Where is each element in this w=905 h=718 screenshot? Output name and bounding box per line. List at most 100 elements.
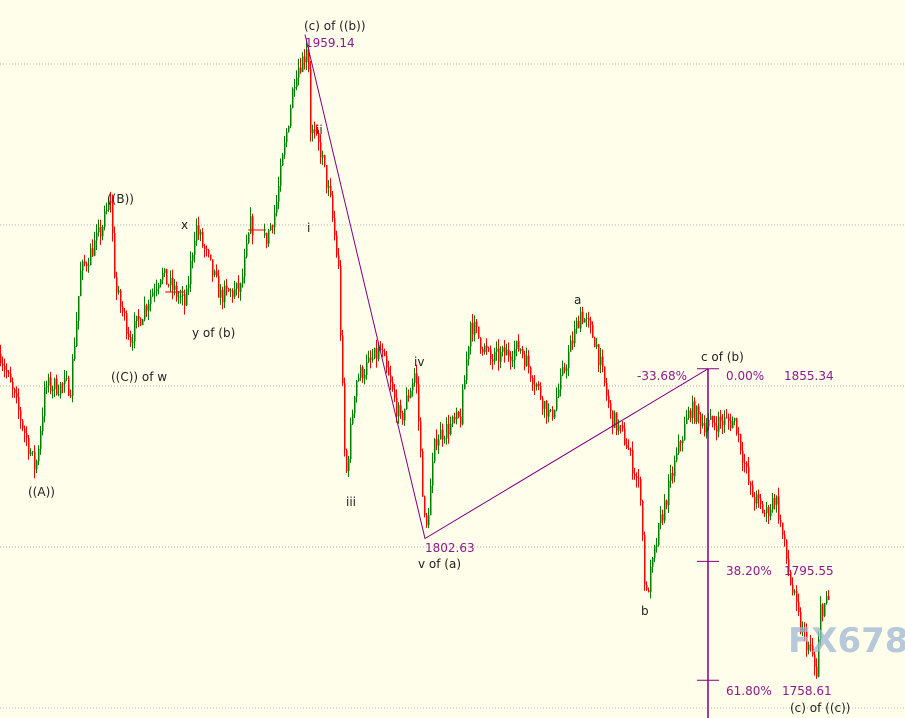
candle-body bbox=[2, 363, 4, 366]
candle-body bbox=[770, 509, 772, 517]
candle-body bbox=[378, 348, 380, 359]
candle-body bbox=[338, 255, 340, 267]
candle-body bbox=[610, 403, 612, 411]
candle-body bbox=[298, 67, 300, 78]
candle-body bbox=[148, 304, 150, 311]
candle-body bbox=[738, 433, 740, 435]
candle-body bbox=[250, 216, 252, 234]
candle-body bbox=[826, 596, 828, 604]
candle-body bbox=[750, 482, 752, 486]
candle-body bbox=[818, 639, 820, 677]
candle-body bbox=[722, 420, 724, 425]
candle-body bbox=[784, 534, 786, 540]
candle-body bbox=[730, 420, 732, 429]
candle-body bbox=[522, 349, 524, 355]
candle-body bbox=[294, 86, 296, 89]
candle-body bbox=[648, 589, 650, 592]
candle-body bbox=[696, 406, 698, 422]
candle-body bbox=[516, 341, 518, 350]
candle-body bbox=[92, 248, 94, 256]
candle-body bbox=[388, 367, 390, 376]
candle-body bbox=[182, 294, 184, 296]
candle-body bbox=[806, 631, 808, 651]
candle-body bbox=[392, 382, 394, 390]
wave-label: v of (a) bbox=[418, 557, 461, 571]
candle-body bbox=[270, 225, 272, 231]
candle-body bbox=[352, 413, 354, 424]
candle-body bbox=[650, 566, 652, 592]
candle-body bbox=[588, 318, 590, 321]
candle-body bbox=[668, 480, 670, 506]
candle-body bbox=[348, 459, 350, 471]
candle-body bbox=[532, 378, 534, 385]
candle-body bbox=[190, 260, 192, 285]
candle-body bbox=[322, 155, 324, 158]
candle-body bbox=[642, 500, 644, 536]
candle-body bbox=[246, 242, 248, 257]
candle-body bbox=[96, 232, 98, 241]
candle-body bbox=[286, 131, 288, 143]
candle-body bbox=[198, 225, 200, 235]
candle-body bbox=[466, 359, 468, 380]
candle-body bbox=[50, 377, 52, 391]
candle-body bbox=[790, 571, 792, 585]
candle-body bbox=[418, 384, 420, 422]
candle-body bbox=[636, 476, 638, 479]
candle-body bbox=[652, 557, 654, 567]
candle-body bbox=[364, 374, 366, 379]
candle-body bbox=[266, 232, 268, 244]
candle-body bbox=[212, 259, 214, 276]
candle-body bbox=[32, 451, 34, 453]
candle-body bbox=[458, 411, 460, 417]
candle-body bbox=[714, 422, 716, 426]
candle-body bbox=[410, 390, 412, 398]
candle-body bbox=[306, 49, 308, 63]
candle-body bbox=[396, 397, 398, 417]
candle-body bbox=[512, 360, 514, 362]
candle-body bbox=[478, 326, 480, 338]
candle-body bbox=[524, 354, 526, 367]
candle-body bbox=[538, 384, 540, 386]
candle-body bbox=[124, 311, 126, 314]
candle-body bbox=[386, 356, 388, 368]
candle-body bbox=[324, 155, 326, 166]
candle-body bbox=[290, 107, 292, 127]
candle-body bbox=[590, 320, 592, 325]
candle-body bbox=[232, 290, 234, 297]
candle-body bbox=[206, 248, 208, 250]
candle-body bbox=[382, 349, 384, 352]
candle-body bbox=[796, 591, 798, 603]
candle-body bbox=[438, 439, 440, 446]
candle-body bbox=[502, 347, 504, 352]
candle-body bbox=[104, 211, 106, 227]
candle-body bbox=[320, 142, 322, 158]
candle-body bbox=[84, 261, 86, 264]
candle-body bbox=[632, 450, 634, 474]
candle-body bbox=[360, 367, 362, 378]
candle-body bbox=[8, 372, 10, 374]
candle-body bbox=[204, 246, 206, 249]
candle-body bbox=[560, 374, 562, 390]
candle-body bbox=[780, 519, 782, 523]
candle-body bbox=[464, 379, 466, 390]
candle-body bbox=[244, 256, 246, 277]
candle-body bbox=[726, 417, 728, 419]
candle-body bbox=[370, 357, 372, 360]
candle-body bbox=[786, 539, 788, 560]
candle-body bbox=[586, 318, 588, 320]
fib-pct-label: 0.00% bbox=[726, 369, 764, 383]
candle-body bbox=[430, 485, 432, 516]
candle-body bbox=[514, 349, 516, 361]
candle-body bbox=[414, 373, 416, 383]
candle-body bbox=[384, 351, 386, 357]
candle-body bbox=[340, 266, 342, 336]
candle-body bbox=[702, 423, 704, 426]
candle-body bbox=[552, 409, 554, 418]
candle-body bbox=[528, 355, 530, 368]
candle-body bbox=[18, 397, 20, 411]
candle-body bbox=[490, 349, 492, 360]
candle-body bbox=[126, 313, 128, 334]
candle-body bbox=[216, 271, 218, 276]
candle-body bbox=[42, 416, 44, 432]
